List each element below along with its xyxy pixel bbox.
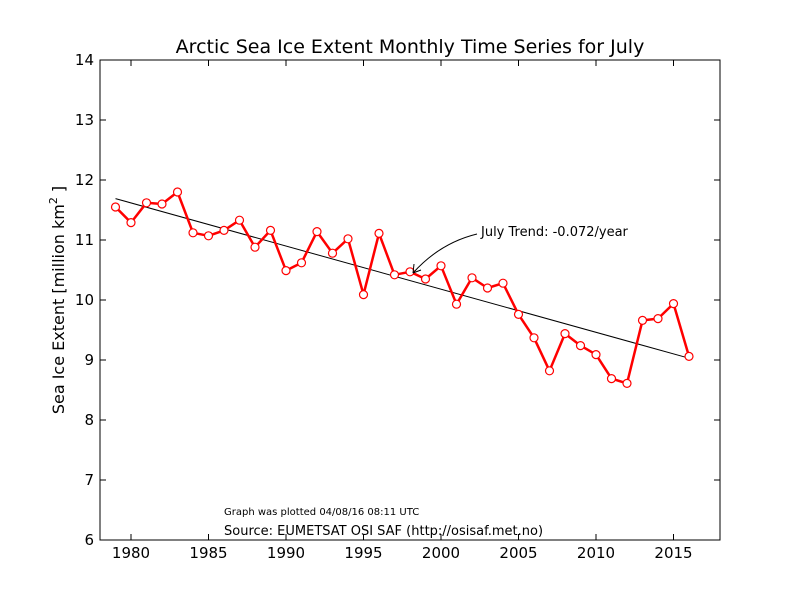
data-point bbox=[668, 299, 679, 309]
data-point bbox=[281, 266, 291, 276]
x-tick-label: 2010 bbox=[577, 544, 615, 562]
data-point bbox=[482, 283, 493, 293]
data-point bbox=[327, 248, 338, 258]
data-point bbox=[653, 314, 663, 324]
y-tick-label: 11 bbox=[75, 231, 94, 249]
data-point bbox=[374, 228, 384, 238]
data-point bbox=[343, 234, 353, 244]
data-point bbox=[219, 225, 229, 235]
data-point bbox=[172, 187, 183, 197]
data-point bbox=[312, 227, 322, 237]
trend-annotation-arrowhead bbox=[412, 263, 422, 274]
y-tick-label: 13 bbox=[75, 111, 94, 129]
data-point bbox=[203, 231, 214, 241]
trend-annotation-arrow bbox=[412, 233, 478, 274]
y-tick-label: 9 bbox=[84, 351, 94, 369]
data-point bbox=[467, 273, 477, 283]
data-point bbox=[188, 228, 198, 238]
data-point bbox=[513, 309, 524, 319]
trend-layer bbox=[115, 198, 690, 359]
data-point bbox=[157, 199, 167, 209]
data-point bbox=[498, 278, 508, 288]
x-tick-label: 1995 bbox=[344, 544, 382, 562]
data-point bbox=[560, 329, 570, 339]
data-point bbox=[420, 274, 431, 284]
data-point bbox=[389, 270, 400, 280]
data-point bbox=[141, 198, 152, 208]
data-point bbox=[544, 366, 555, 376]
plot-area bbox=[99, 59, 721, 541]
data-point bbox=[126, 218, 136, 228]
y-tick-label: 8 bbox=[84, 411, 94, 429]
x-tick-label: 2005 bbox=[499, 544, 537, 562]
data-point bbox=[265, 225, 276, 235]
data-point bbox=[358, 290, 369, 300]
data-point bbox=[296, 258, 307, 268]
y-axis-label: Sea Ice Extent [million km2 ] bbox=[47, 186, 68, 414]
y-tick-label: 14 bbox=[75, 51, 94, 69]
series-layer bbox=[110, 187, 694, 388]
source-credit: Source: EUMETSAT OSI SAF (http://osisaf.… bbox=[224, 524, 543, 539]
data-point bbox=[436, 261, 446, 271]
y-tick-label: 7 bbox=[84, 471, 94, 489]
x-tick-label: 1990 bbox=[267, 544, 305, 562]
trend-annotation-label: July Trend: -0.072/year bbox=[480, 225, 629, 240]
x-tick-label: 1980 bbox=[112, 544, 150, 562]
x-tick-label: 2015 bbox=[654, 544, 692, 562]
x-axis: 1980 1985 1990 1995 2000 2005 2010 2015 bbox=[112, 60, 693, 562]
chart-title: Arctic Sea Ice Extent Monthly Time Serie… bbox=[176, 36, 645, 58]
data-point bbox=[529, 333, 539, 343]
data-point bbox=[110, 202, 121, 212]
x-tick-label: 2000 bbox=[422, 544, 460, 562]
data-point bbox=[591, 350, 601, 360]
plotted-timestamp: Graph was plotted 04/08/16 08:11 UTC bbox=[224, 507, 419, 518]
y-tick-label: 12 bbox=[75, 171, 94, 189]
data-point bbox=[234, 215, 245, 225]
trend-annotation: July Trend: -0.072/year bbox=[412, 225, 629, 274]
trend-line bbox=[115, 198, 690, 359]
data-point bbox=[250, 242, 260, 252]
y-axis: 6 7 8 9 10 11 12 13 14 bbox=[75, 51, 720, 549]
y-tick-label: 10 bbox=[75, 291, 94, 309]
data-point bbox=[637, 315, 648, 325]
data-point bbox=[575, 341, 586, 351]
data-point bbox=[622, 378, 632, 388]
data-point bbox=[606, 374, 617, 384]
data-point bbox=[684, 351, 694, 361]
data-point bbox=[451, 299, 462, 309]
plot-frame bbox=[99, 59, 721, 541]
y-tick-label: 6 bbox=[84, 531, 94, 549]
x-tick-label: 1985 bbox=[189, 544, 227, 562]
